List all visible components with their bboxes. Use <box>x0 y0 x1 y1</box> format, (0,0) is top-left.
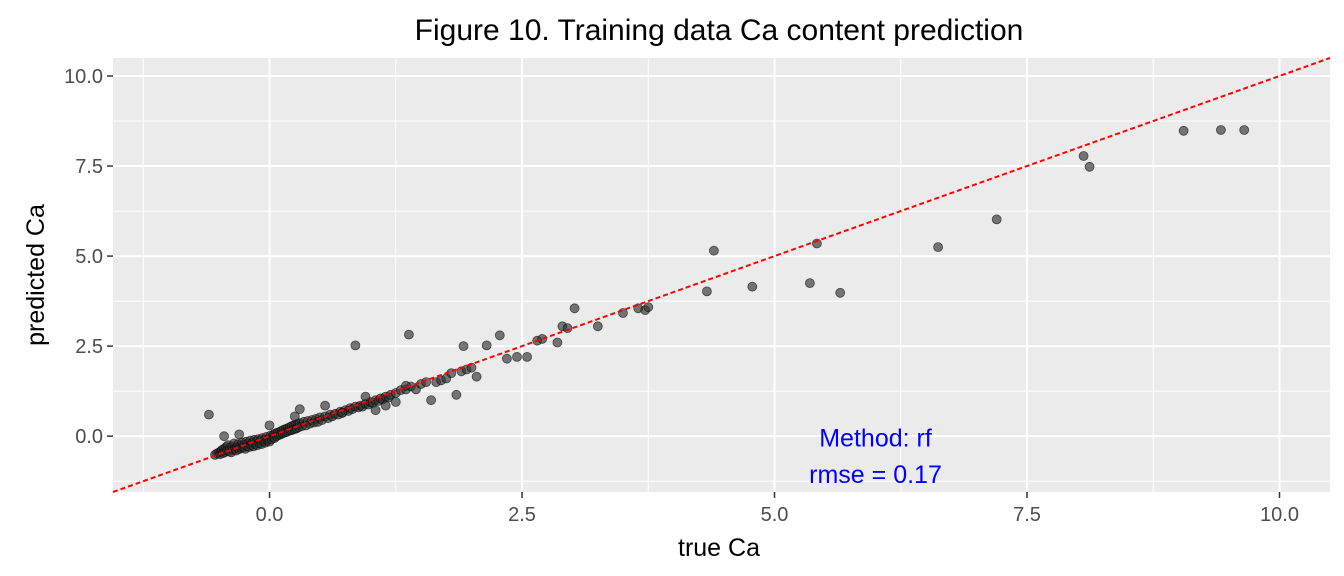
minor-gridlines <box>113 58 1330 492</box>
reference-line-y-equals-x <box>112 57 1331 493</box>
data-point <box>501 353 512 364</box>
data-point <box>991 214 1002 225</box>
data-point <box>933 242 943 253</box>
data-point <box>320 400 331 411</box>
data-point <box>537 333 548 344</box>
data-point <box>360 391 371 402</box>
data-point <box>370 405 381 416</box>
data-point <box>481 340 492 351</box>
annotation-box: Method: rf rmse = 0.17 <box>809 424 942 489</box>
annotation-method: Method: rf <box>819 424 932 452</box>
data-point <box>592 321 603 332</box>
chart-title: Figure 10. Training data Ca content pred… <box>415 14 1024 47</box>
data-point <box>234 429 245 440</box>
data-point <box>403 329 414 340</box>
y-tick-label: 0.0 <box>75 426 103 448</box>
data-point <box>522 351 532 362</box>
data-point <box>264 420 275 431</box>
data-point <box>289 411 300 422</box>
data-point <box>494 330 505 341</box>
data-point <box>203 409 214 420</box>
data-point <box>562 323 573 334</box>
annotation-rmse: rmse = 0.17 <box>809 461 942 489</box>
x-axis-title: true Ca <box>678 534 760 562</box>
x-tick-label: 0.0 <box>256 504 284 526</box>
data-point <box>426 395 437 406</box>
data-point <box>569 303 580 314</box>
data-point <box>458 341 469 352</box>
x-tick-label: 10.0 <box>1260 504 1299 526</box>
y-axis-title: predicted Ca <box>22 204 50 346</box>
data-point <box>451 389 462 400</box>
data-point <box>471 371 482 382</box>
data-point <box>805 278 815 289</box>
data-point <box>709 245 719 256</box>
data-point <box>219 431 230 442</box>
data-point <box>512 351 522 362</box>
data-point <box>1084 161 1095 172</box>
data-point <box>294 404 305 415</box>
y-tick-label: 10.0 <box>64 66 103 88</box>
data-point <box>350 340 361 351</box>
y-tick-label: 7.5 <box>75 156 103 178</box>
x-tick-label: 7.5 <box>1013 504 1041 526</box>
data-point <box>747 281 758 292</box>
x-tick-label: 5.0 <box>761 504 789 526</box>
axis-ticks: 0.0 2.5 5.0 7.5 10.0 0.0 2.5 5.0 7.5 10.0 <box>64 66 1299 526</box>
data-point <box>380 400 391 411</box>
y-tick-label: 2.5 <box>75 336 103 358</box>
data-point <box>643 302 654 313</box>
data-point <box>1239 125 1250 135</box>
data-point <box>421 377 432 388</box>
data-point <box>835 287 846 298</box>
data-point <box>1178 125 1189 136</box>
y-tick-label: 5.0 <box>75 246 103 268</box>
data-point <box>702 286 712 297</box>
data-point <box>1216 125 1226 135</box>
data-point <box>1078 151 1089 161</box>
data-point <box>390 397 401 407</box>
major-gridlines <box>113 58 1330 492</box>
x-tick-label: 2.5 <box>508 504 536 526</box>
data-point <box>552 337 563 348</box>
